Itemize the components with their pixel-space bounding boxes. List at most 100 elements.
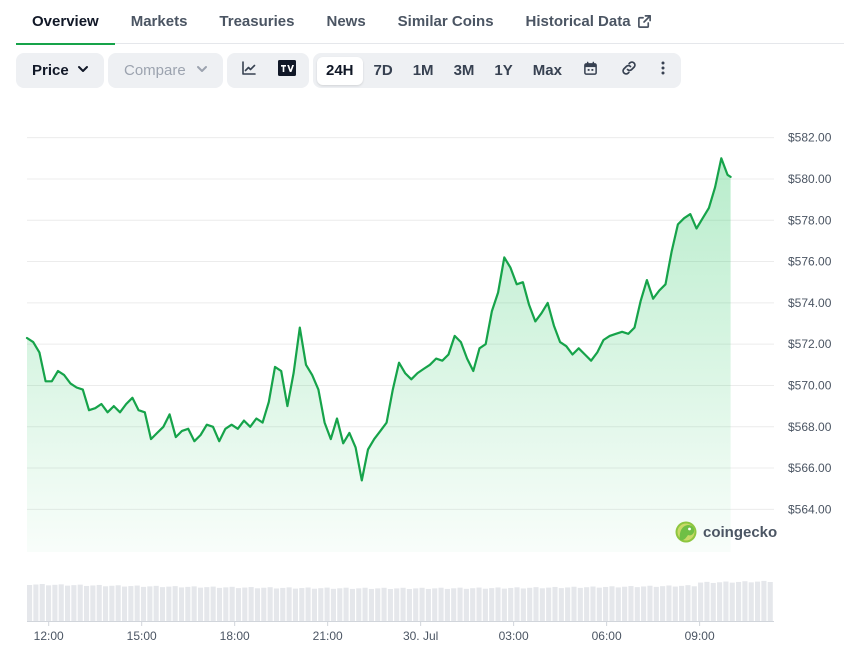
volume-bar (248, 587, 254, 621)
volume-bar (229, 586, 235, 621)
tab-historical-data[interactable]: Historical Data (510, 0, 668, 44)
volume-bar (698, 582, 704, 621)
volume-bar (558, 588, 564, 621)
line-chart-icon (241, 60, 257, 81)
time-range-group: 24H 7D 1M 3M 1Y Max (313, 53, 681, 88)
volume-bar (482, 588, 488, 621)
volume-bar (286, 587, 292, 621)
volume-bar (736, 581, 742, 621)
volume-bar (337, 588, 343, 621)
volume-bar (672, 586, 678, 621)
tab-markets[interactable]: Markets (115, 0, 204, 44)
chart-toolbar: Price Compare 24H 7D 1M 3M 1Y Max (16, 53, 681, 88)
y-tick-label: $572.00 (788, 337, 832, 351)
volume-bar (641, 586, 647, 621)
range-max-button[interactable]: Max (532, 62, 562, 79)
volume-bar (660, 586, 666, 621)
volume-bar (761, 580, 767, 621)
volume-bar (394, 588, 400, 621)
volume-bar (546, 587, 552, 621)
range-1y-button[interactable]: 1Y (494, 62, 513, 79)
y-axis: $582.00 $580.00 $578.00 $576.00 $574.00 $572.… (788, 131, 832, 517)
volume-bar (368, 588, 374, 621)
price-line[interactable] (25, 157, 732, 482)
volume-bar (634, 587, 640, 621)
y-tick-label: $564.00 (788, 502, 832, 516)
volume-bar (153, 585, 159, 621)
volume-bar (463, 588, 469, 621)
volume-bar (438, 587, 444, 621)
tab-bar: Overview Markets Treasuries News Similar… (16, 0, 844, 45)
coingecko-logo-icon (675, 521, 697, 543)
volume-bar (204, 587, 210, 621)
volume-bar (261, 587, 267, 621)
range-7d-button[interactable]: 7D (373, 62, 393, 79)
compare-dropdown[interactable]: Compare (108, 53, 223, 88)
tab-label: Overview (32, 13, 99, 30)
volume-bar (324, 587, 330, 621)
volume-bar (134, 585, 140, 621)
price-chart[interactable]: $582.00 $580.00 $578.00 $576.00 $574.00 $572.… (0, 100, 844, 649)
volume-bar (520, 588, 526, 621)
price-area-fill (27, 158, 731, 553)
range-1m-button[interactable]: 1M (412, 62, 434, 79)
volume-bar (577, 587, 583, 621)
date-range-button[interactable] (573, 57, 609, 85)
x-tick-label: 03:00 (499, 629, 529, 643)
volume-bar (508, 587, 514, 621)
more-options-button[interactable] (649, 57, 677, 85)
embed-link-button[interactable] (611, 57, 647, 85)
tab-news[interactable]: News (310, 0, 381, 44)
y-tick-label: $566.00 (788, 461, 832, 475)
tab-label: Historical Data (525, 13, 631, 30)
volume-bar (755, 581, 761, 621)
volume-bar (742, 581, 748, 621)
compare-dropdown-label: Compare (124, 62, 186, 79)
volume-bar (647, 585, 653, 621)
tradingview-button[interactable] (269, 57, 305, 85)
volume-bar (609, 586, 615, 621)
volume-bar (571, 586, 577, 621)
volume-bar (318, 588, 324, 621)
tab-overview[interactable]: Overview (16, 0, 115, 45)
volume-bar (501, 588, 507, 621)
volume-bar (685, 585, 691, 621)
y-tick-label: $582.00 (788, 131, 832, 145)
volume-bar (375, 588, 381, 621)
line-chart-button[interactable] (231, 57, 267, 85)
volume-bar (615, 587, 621, 621)
volume-bar (603, 586, 609, 621)
volume-bar (210, 586, 216, 621)
volume-bar (362, 587, 368, 621)
volume-bar (622, 586, 628, 621)
volume-bar (27, 585, 33, 621)
volume-bar (400, 587, 406, 621)
volume-bar (52, 584, 58, 621)
x-axis: 12:00 15:00 18:00 21:00 30. Jul 03:00 06:00 09:… (27, 621, 774, 643)
tab-similar-coins[interactable]: Similar Coins (382, 0, 510, 44)
volume-bar (470, 588, 476, 621)
x-tick-label: 06:00 (592, 629, 622, 643)
tab-label: Treasuries (219, 13, 295, 30)
volume-bar (305, 587, 311, 621)
y-tick-label: $580.00 (788, 172, 832, 186)
volume-bar (451, 588, 457, 621)
volume-bar (425, 588, 431, 621)
coingecko-watermark: coingecko (675, 521, 777, 543)
tradingview-icon (278, 60, 296, 81)
x-tick-label: 09:00 (685, 629, 715, 643)
volume-bar (717, 582, 723, 621)
range-24h-button[interactable]: 24H (317, 56, 363, 85)
volume-bar (280, 587, 286, 621)
tab-treasuries[interactable]: Treasuries (203, 0, 310, 44)
price-dropdown[interactable]: Price (16, 53, 104, 88)
volume-bar (710, 582, 716, 621)
volume-bar (596, 587, 602, 621)
volume-bar (330, 588, 336, 621)
volume-bar (666, 585, 672, 621)
volume-bar (432, 588, 438, 621)
volume-bar (77, 584, 83, 621)
volume-bar (691, 586, 697, 621)
range-3m-button[interactable]: 3M (453, 62, 475, 79)
volume-bar (83, 585, 90, 621)
